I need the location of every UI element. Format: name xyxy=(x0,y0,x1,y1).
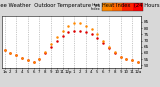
Text: Milwaukee Weather  Outdoor Temperature  vs Heat Index  (24 Hours): Milwaukee Weather Outdoor Temperature vs… xyxy=(0,3,160,8)
Text: Heat
Index: Heat Index xyxy=(90,3,100,11)
